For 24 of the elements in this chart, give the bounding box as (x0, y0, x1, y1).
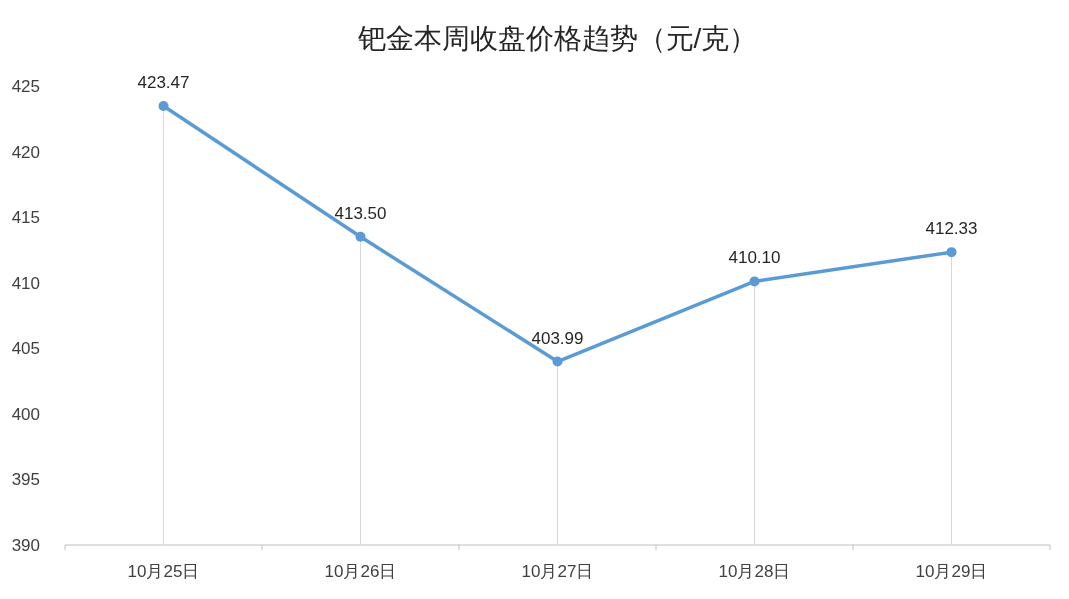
x-tick-label: 10月28日 (718, 562, 791, 581)
point (946, 247, 957, 258)
data-label: 410.10 (728, 248, 781, 268)
y-tick-label: 405 (11, 339, 40, 359)
x-tick-label: 10月27日 (521, 562, 594, 581)
y-tick-label: 410 (11, 273, 40, 293)
data-label: 423.47 (137, 73, 190, 93)
y-tick-label: 415 (11, 208, 40, 228)
point (552, 356, 563, 367)
y-tick-label: 420 (11, 142, 40, 162)
data-label: 403.99 (531, 328, 584, 348)
y-tick-label: 395 (11, 470, 40, 490)
point (158, 101, 169, 112)
y-tick-label: 400 (11, 404, 40, 424)
y-tick-label: 425 (11, 77, 40, 96)
point (355, 231, 366, 242)
data-label: 412.33 (925, 219, 978, 239)
x-tick-label: 10月25日 (127, 562, 200, 581)
chart-title: 钯金本周收盘价格趋势（元/克） (356, 23, 758, 54)
x-tick-label: 10月26日 (324, 562, 397, 581)
point (749, 276, 760, 287)
y-tick-label: 390 (11, 536, 40, 555)
x-tick-label: 10月29日 (915, 562, 988, 581)
data-label: 413.50 (334, 203, 387, 223)
